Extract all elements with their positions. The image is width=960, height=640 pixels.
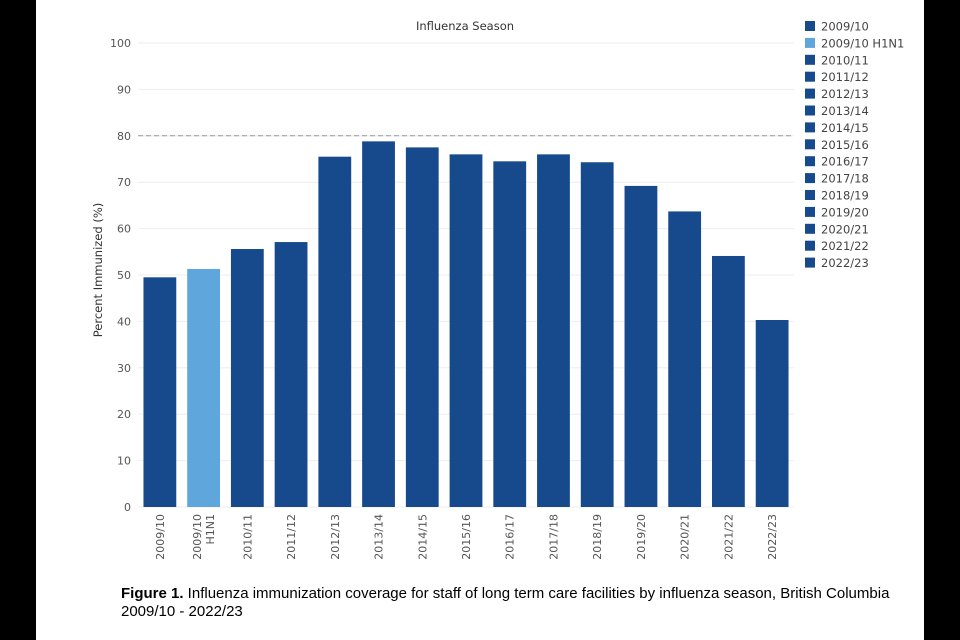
bar: [187, 268, 220, 507]
legend-label: 2022/23: [821, 256, 869, 270]
x-tick-label: 2020/21: [679, 514, 692, 560]
legend-item: 2011/12: [805, 70, 869, 84]
y-tick-label: 50: [117, 269, 131, 282]
bar: [493, 161, 527, 507]
bar: [537, 154, 570, 508]
figure-caption: Figure 1. Influenza immunization coverag…: [121, 585, 901, 621]
legend-item: 2020/21: [805, 222, 869, 236]
legend-label: 2020/21: [821, 222, 869, 236]
legend-item: 2009/10 H1N1: [805, 36, 904, 50]
y-tick-label: 70: [117, 176, 131, 189]
legend-item: 2022/23: [805, 256, 869, 270]
legend-item: 2019/20: [805, 205, 869, 219]
figure-panel: Influenza Season 0 10 20 30 40 50 60 70 80 90 100 …: [36, 0, 924, 640]
legend-swatch: [805, 240, 815, 251]
y-axis-label: Percent Immunized (%): [91, 203, 105, 337]
x-tick-label: H1N1: [204, 514, 217, 545]
legend-label: 2016/17: [821, 155, 869, 169]
bar: [449, 154, 483, 508]
y-tick-label: 100: [110, 37, 131, 50]
legend-swatch: [805, 139, 815, 150]
caption-label: Figure 1.: [121, 585, 184, 602]
legend-item: 2014/15: [805, 121, 869, 135]
legend-swatch: [805, 88, 815, 99]
bar: [362, 141, 395, 508]
legend-label: 2009/10 H1N1: [821, 36, 904, 50]
legend-swatch: [805, 206, 815, 217]
y-tick-label: 80: [117, 130, 131, 143]
legend-swatch: [805, 173, 815, 184]
legend-item: 2013/14: [805, 104, 869, 118]
y-tick-label: 10: [117, 455, 131, 468]
legend-label: 2019/20: [821, 205, 869, 219]
x-tick-label: 2009/10: [191, 514, 204, 560]
legend-swatch: [805, 37, 815, 48]
x-tick-label: 2018/19: [591, 514, 604, 560]
legend-swatch: [805, 71, 815, 82]
legend-label: 2012/13: [821, 87, 869, 101]
legend-label: 2013/14: [821, 104, 869, 118]
x-tick-label: 2012/13: [329, 514, 342, 560]
legend-label: 2015/16: [821, 138, 869, 152]
legend-label: 2009/10: [821, 20, 869, 34]
legend-label: 2010/11: [821, 53, 869, 67]
legend-label: 2018/19: [821, 189, 869, 203]
legend: 2009/10 2009/10 H1N1 2010/11 2011/12 2012/13…: [805, 20, 904, 270]
legend-item: 2016/17: [805, 155, 869, 169]
x-tick-label: 2010/11: [241, 514, 254, 560]
legend-swatch: [805, 21, 815, 31]
x-tick-label: 2017/18: [547, 514, 560, 560]
y-axis-ticks: 0 10 20 30 40 50 60 70 80 90 100: [110, 37, 131, 514]
bar: [668, 211, 702, 507]
chart-title: Influenza Season: [416, 19, 514, 33]
x-tick-label: 2021/22: [722, 514, 735, 560]
x-tick-label: 2014/15: [416, 514, 429, 560]
y-tick-label: 60: [117, 223, 131, 236]
legend-swatch: [805, 105, 815, 116]
legend-item: 2018/19: [805, 189, 869, 203]
bar: [405, 147, 439, 507]
legend-item: 2021/22: [805, 239, 869, 253]
x-tick-label: 2016/17: [504, 514, 517, 560]
x-tick-label: 2009/10: [154, 514, 167, 560]
x-tick-label: 2013/14: [373, 514, 386, 560]
legend-swatch: [805, 257, 815, 268]
y-tick-label: 40: [117, 315, 131, 328]
legend-item: 2009/10: [805, 20, 869, 34]
legend-swatch: [805, 156, 815, 167]
legend-swatch: [805, 122, 815, 133]
legend-label: 2011/12: [821, 70, 869, 84]
bar: [274, 242, 308, 507]
legend-swatch: [805, 54, 815, 65]
y-tick-label: 20: [117, 408, 131, 421]
legend-label: 2021/22: [821, 239, 869, 253]
legend-label: 2014/15: [821, 121, 869, 135]
bar: [318, 156, 352, 507]
legend-item: 2015/16: [805, 138, 869, 152]
legend-item: 2017/18: [805, 172, 869, 186]
bar: [143, 277, 177, 507]
x-tick-label: 2022/23: [766, 514, 779, 560]
legend-swatch: [805, 190, 815, 200]
y-tick-label: 90: [117, 83, 131, 96]
y-tick-label: 30: [117, 362, 131, 375]
bars: [143, 141, 789, 508]
legend-swatch: [805, 223, 815, 234]
x-tick-label: 2019/20: [635, 514, 648, 560]
x-tick-label: 2011/12: [285, 514, 298, 560]
caption-text: Influenza immunization coverage for staf…: [121, 585, 890, 620]
bar: [580, 162, 614, 508]
bar: [755, 320, 789, 507]
x-tick-label: 2015/16: [460, 514, 473, 560]
y-tick-label: 0: [124, 501, 131, 514]
x-axis-ticks: 2009/10 2009/10 H1N1 2010/11 2011/12 2012/13 2…: [154, 514, 779, 560]
bar: [624, 185, 658, 508]
bar: [230, 249, 264, 508]
legend-item: 2010/11: [805, 53, 869, 67]
legend-label: 2017/18: [821, 172, 869, 186]
bar-chart: Influenza Season 0102030405060708090100 …: [91, 19, 904, 560]
legend-item: 2012/13: [805, 87, 869, 101]
bar: [712, 255, 745, 507]
